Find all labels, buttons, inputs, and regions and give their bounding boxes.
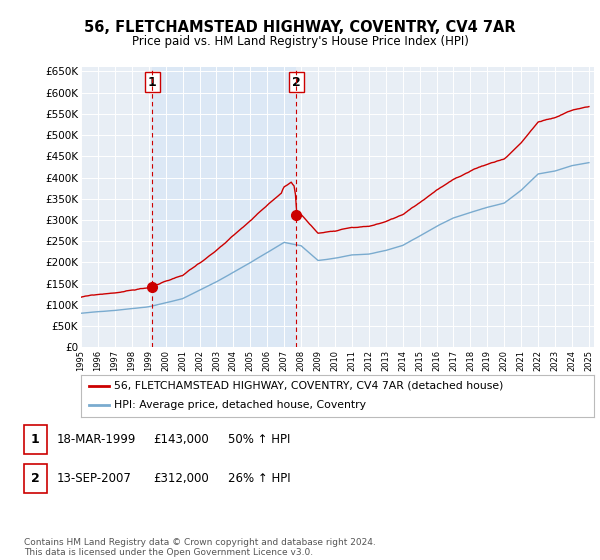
Text: 1: 1 [31, 433, 40, 446]
Text: 56, FLETCHAMSTEAD HIGHWAY, COVENTRY, CV4 7AR: 56, FLETCHAMSTEAD HIGHWAY, COVENTRY, CV4… [84, 20, 516, 35]
Text: 50% ↑ HPI: 50% ↑ HPI [228, 433, 290, 446]
Text: 1: 1 [148, 76, 157, 88]
Text: 56, FLETCHAMSTEAD HIGHWAY, COVENTRY, CV4 7AR (detached house): 56, FLETCHAMSTEAD HIGHWAY, COVENTRY, CV4… [115, 381, 504, 391]
Text: Price paid vs. HM Land Registry's House Price Index (HPI): Price paid vs. HM Land Registry's House … [131, 35, 469, 48]
Text: HPI: Average price, detached house, Coventry: HPI: Average price, detached house, Cove… [115, 400, 367, 410]
Text: £143,000: £143,000 [153, 433, 209, 446]
Text: Contains HM Land Registry data © Crown copyright and database right 2024.
This d: Contains HM Land Registry data © Crown c… [24, 538, 376, 557]
Text: 2: 2 [31, 472, 40, 486]
Text: £312,000: £312,000 [153, 472, 209, 486]
Bar [152, 67, 296, 347]
Text: 26% ↑ HPI: 26% ↑ HPI [228, 472, 290, 486]
Text: 18-MAR-1999: 18-MAR-1999 [57, 433, 136, 446]
Text: 2: 2 [292, 76, 301, 88]
Text: 13-SEP-2007: 13-SEP-2007 [57, 472, 132, 486]
